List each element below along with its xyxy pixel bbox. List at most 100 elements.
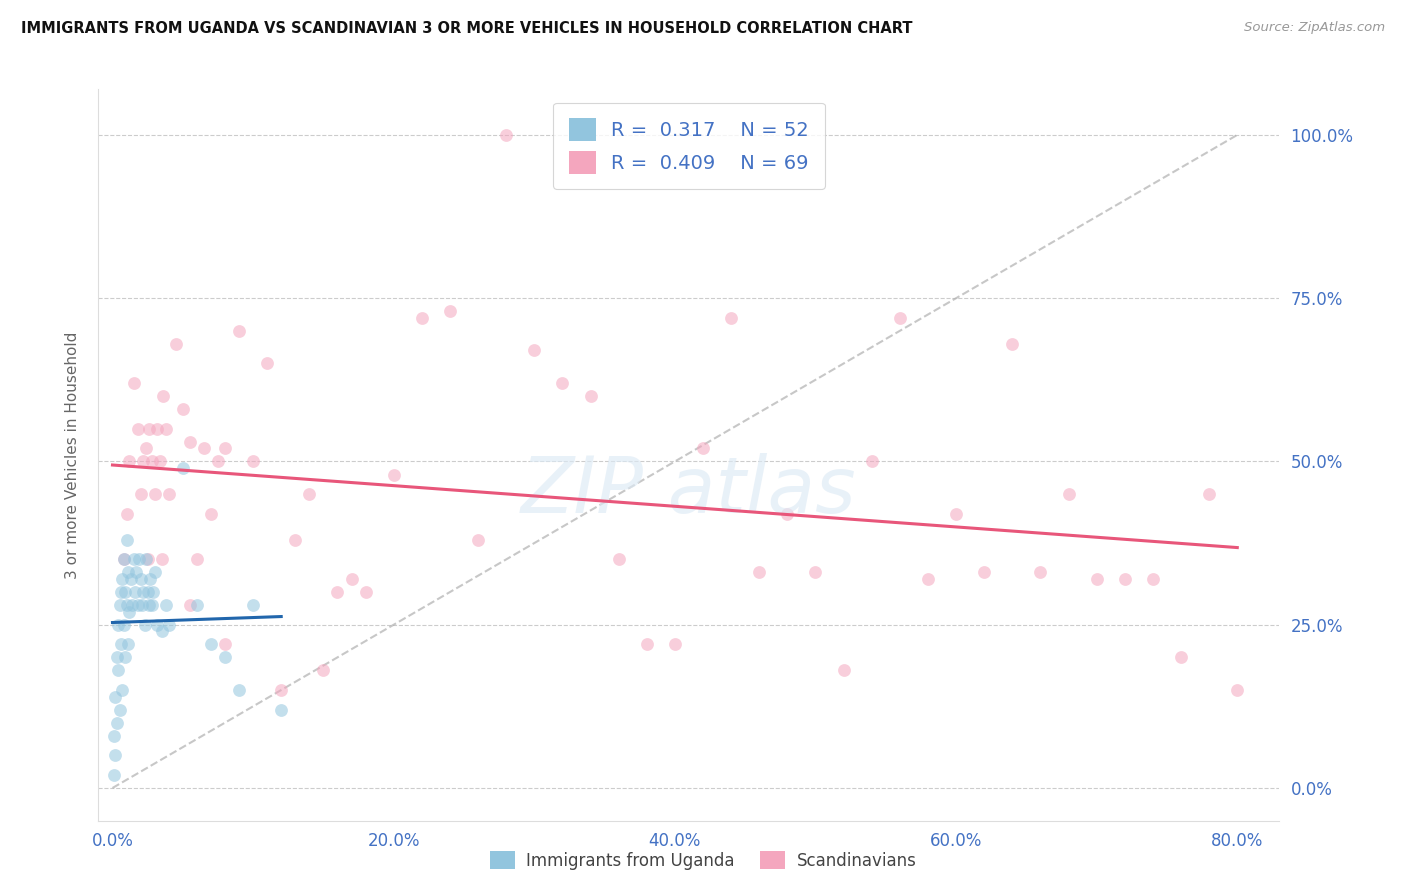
Point bbox=[186, 598, 208, 612]
Point bbox=[114, 650, 136, 665]
Point bbox=[157, 617, 180, 632]
Point bbox=[110, 585, 132, 599]
Point bbox=[131, 598, 153, 612]
Point bbox=[326, 585, 349, 599]
Point bbox=[112, 552, 135, 566]
Point bbox=[1001, 337, 1024, 351]
Point bbox=[104, 690, 127, 704]
Point bbox=[1029, 566, 1052, 580]
Point bbox=[124, 585, 146, 599]
Point bbox=[112, 617, 135, 632]
Point bbox=[129, 487, 152, 501]
Text: ZIP atlas: ZIP atlas bbox=[522, 453, 856, 530]
Point bbox=[312, 664, 335, 678]
Point bbox=[149, 454, 172, 468]
Point bbox=[172, 461, 194, 475]
Point bbox=[242, 598, 264, 612]
Point bbox=[495, 128, 517, 142]
Point bbox=[917, 572, 939, 586]
Point bbox=[127, 422, 149, 436]
Point bbox=[136, 585, 159, 599]
Point bbox=[141, 598, 163, 612]
Point bbox=[157, 487, 180, 501]
Point bbox=[228, 683, 250, 698]
Point bbox=[172, 402, 194, 417]
Point bbox=[125, 566, 148, 580]
Point bbox=[270, 683, 292, 698]
Point bbox=[748, 566, 770, 580]
Point bbox=[720, 310, 742, 325]
Point bbox=[141, 454, 163, 468]
Point bbox=[214, 650, 236, 665]
Point bbox=[155, 422, 177, 436]
Point bbox=[1057, 487, 1080, 501]
Point bbox=[114, 585, 136, 599]
Point bbox=[860, 454, 883, 468]
Point bbox=[973, 566, 995, 580]
Point bbox=[115, 507, 138, 521]
Point bbox=[1226, 683, 1249, 698]
Text: Source: ZipAtlas.com: Source: ZipAtlas.com bbox=[1244, 21, 1385, 34]
Point bbox=[107, 617, 129, 632]
Point bbox=[150, 624, 173, 639]
Point bbox=[636, 637, 658, 651]
Point bbox=[139, 572, 162, 586]
Point bbox=[214, 442, 236, 456]
Point bbox=[664, 637, 686, 651]
Point bbox=[551, 376, 574, 390]
Point bbox=[1114, 572, 1136, 586]
Point bbox=[115, 533, 138, 547]
Point bbox=[439, 304, 461, 318]
Point bbox=[110, 637, 132, 651]
Point bbox=[207, 454, 229, 468]
Point bbox=[242, 454, 264, 468]
Point bbox=[165, 337, 187, 351]
Point bbox=[270, 703, 292, 717]
Point bbox=[118, 454, 141, 468]
Point bbox=[776, 507, 799, 521]
Point bbox=[832, 664, 855, 678]
Point bbox=[146, 422, 169, 436]
Point bbox=[579, 389, 602, 403]
Point bbox=[118, 605, 141, 619]
Point bbox=[193, 442, 215, 456]
Point bbox=[121, 598, 143, 612]
Point bbox=[103, 768, 125, 782]
Point bbox=[135, 442, 157, 456]
Point bbox=[467, 533, 489, 547]
Point bbox=[143, 487, 166, 501]
Point bbox=[105, 715, 128, 730]
Point bbox=[340, 572, 363, 586]
Point bbox=[117, 566, 139, 580]
Point bbox=[143, 566, 166, 580]
Point bbox=[146, 617, 169, 632]
Point bbox=[523, 343, 546, 358]
Point bbox=[122, 552, 145, 566]
Point bbox=[129, 572, 152, 586]
Point bbox=[256, 356, 278, 371]
Point bbox=[1085, 572, 1108, 586]
Point bbox=[354, 585, 377, 599]
Point bbox=[228, 324, 250, 338]
Point bbox=[1142, 572, 1164, 586]
Point bbox=[104, 748, 127, 763]
Y-axis label: 3 or more Vehicles in Household: 3 or more Vehicles in Household bbox=[65, 331, 80, 579]
Point bbox=[692, 442, 714, 456]
Point bbox=[107, 664, 129, 678]
Point bbox=[1170, 650, 1192, 665]
Point bbox=[945, 507, 967, 521]
Point bbox=[135, 552, 157, 566]
Point bbox=[134, 617, 156, 632]
Point bbox=[804, 566, 827, 580]
Legend: Immigrants from Uganda, Scandinavians: Immigrants from Uganda, Scandinavians bbox=[484, 845, 922, 877]
Point bbox=[108, 598, 131, 612]
Point bbox=[136, 552, 159, 566]
Point bbox=[155, 598, 177, 612]
Text: IMMIGRANTS FROM UGANDA VS SCANDINAVIAN 3 OR MORE VEHICLES IN HOUSEHOLD CORRELATI: IMMIGRANTS FROM UGANDA VS SCANDINAVIAN 3… bbox=[21, 21, 912, 36]
Point bbox=[150, 552, 173, 566]
Point bbox=[132, 585, 155, 599]
Point bbox=[179, 434, 201, 449]
Point bbox=[108, 703, 131, 717]
Point bbox=[120, 572, 142, 586]
Point bbox=[132, 454, 155, 468]
